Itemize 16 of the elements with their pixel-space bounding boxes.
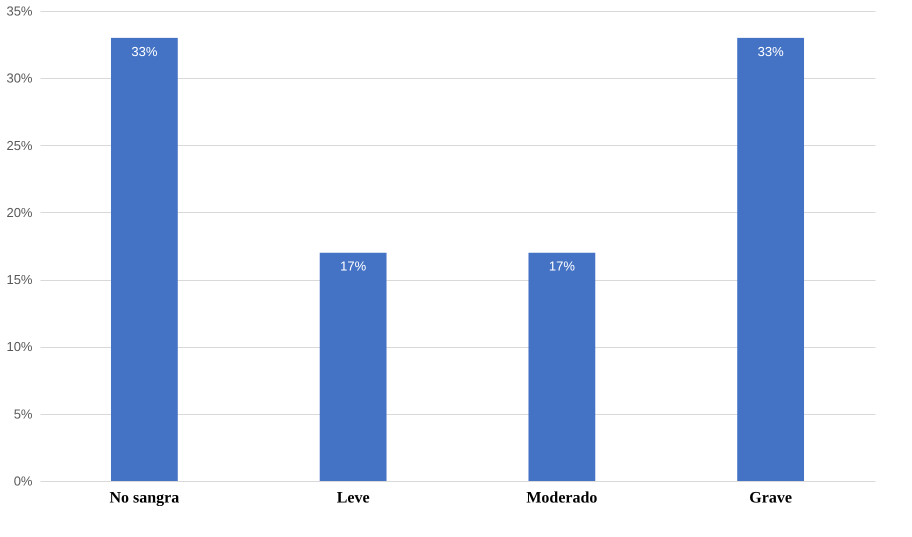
y-tick-label: 30% — [6, 70, 33, 86]
data-label: 17% — [340, 258, 367, 274]
data-label: 17% — [548, 258, 576, 274]
y-tick-label: 20% — [6, 204, 33, 220]
data-label: 33% — [758, 44, 784, 59]
y-tick-label: 10% — [6, 339, 33, 354]
x-tick-label: No sangra — [109, 490, 180, 506]
y-tick-label: 35% — [6, 4, 33, 18]
data-label: 33% — [131, 44, 158, 59]
y-tick-label: 15% — [6, 272, 33, 288]
y-tick-label: 25% — [6, 138, 33, 153]
x-tick-label: Moderado — [526, 490, 598, 506]
x-tick-label: Grave — [749, 490, 792, 506]
x-tick-label: Leve — [336, 490, 370, 506]
y-tick-label: 5% — [14, 406, 33, 422]
y-tick-label: 0% — [14, 474, 33, 488]
